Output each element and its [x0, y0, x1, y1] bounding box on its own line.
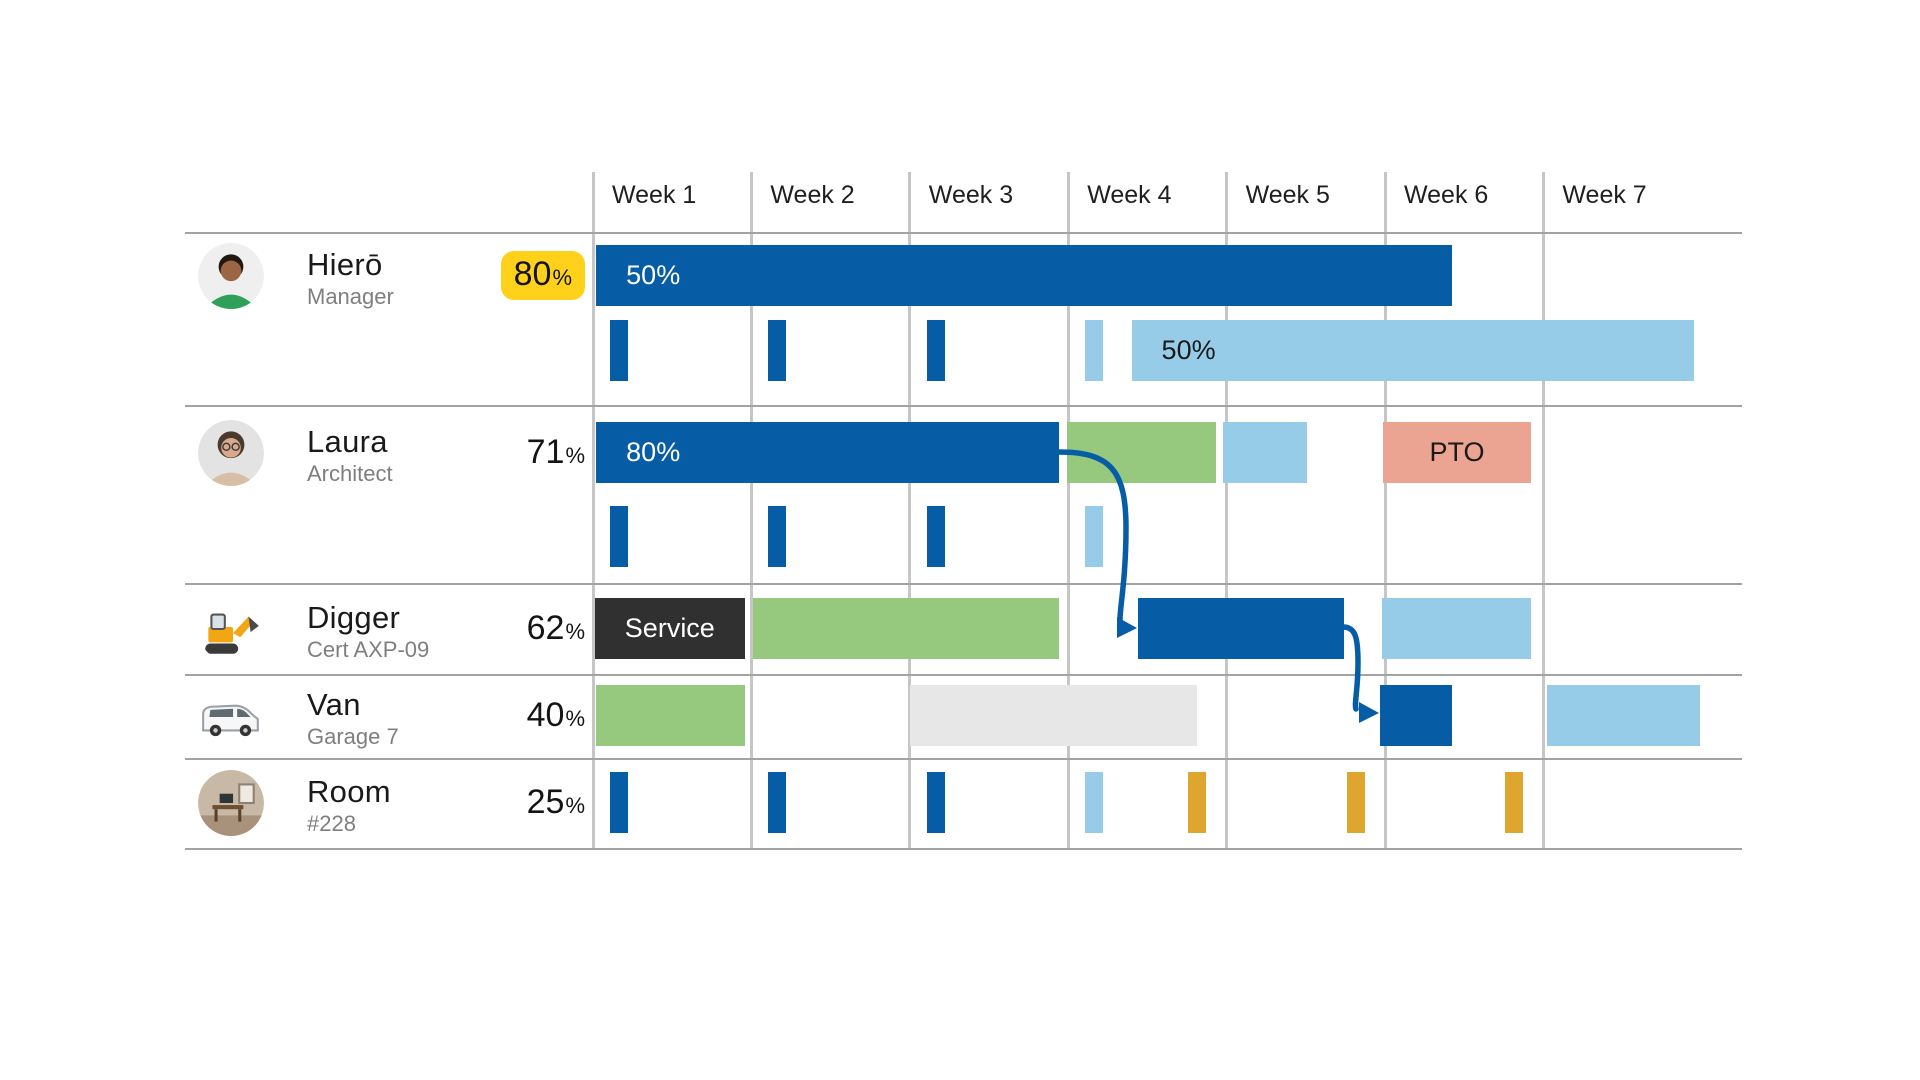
allocation-tick[interactable]: [610, 506, 628, 567]
avatar: [198, 770, 264, 836]
allocation-tick[interactable]: [1085, 506, 1104, 567]
avatar: [198, 420, 264, 486]
row-separator: [185, 583, 1742, 585]
week-header-label: Week 5: [1245, 181, 1330, 209]
avatar: [198, 243, 264, 309]
row-separator: [185, 405, 1742, 407]
row-separator: [185, 758, 1742, 760]
utilization-value: 62%: [408, 598, 585, 659]
allocation-bar[interactable]: [1381, 598, 1531, 659]
resource-name: Hierō: [307, 247, 383, 282]
allocation-tick[interactable]: [768, 506, 787, 567]
allocation-bar[interactable]: [1546, 685, 1701, 746]
utilization-text: 62%: [527, 609, 585, 648]
week-header-label: Week 2: [770, 181, 855, 209]
excavator-icon: [205, 613, 259, 654]
utilization-value: 40%: [408, 685, 585, 746]
arrowhead-icon: [1117, 617, 1137, 638]
week-header-label: Week 7: [1562, 181, 1647, 209]
percent-sign: %: [565, 619, 585, 644]
week-header-label: Week 3: [928, 181, 1014, 209]
allocation-tick[interactable]: [926, 772, 945, 833]
allocation-tick[interactable]: [926, 506, 945, 567]
resource-role: Manager: [307, 284, 394, 309]
table-bottom-line: [185, 848, 1742, 850]
row-separator: [185, 674, 1742, 676]
arrowhead-icon: [1359, 702, 1379, 723]
resource-name: Room: [307, 774, 391, 809]
allocation-bar[interactable]: 80%: [596, 422, 1059, 483]
allocation-tick[interactable]: [1188, 772, 1207, 833]
person-avatar-icon: [198, 420, 264, 486]
utilization-badge: 80%: [500, 251, 585, 300]
allocation-bar[interactable]: [1380, 685, 1452, 746]
person-avatar-icon: [198, 243, 264, 309]
utilization-value: 80%: [408, 245, 585, 306]
allocation-tick[interactable]: [768, 772, 787, 833]
bar-label: Service: [624, 613, 715, 643]
allocation-bar[interactable]: PTO: [1383, 422, 1531, 483]
row-separator: [185, 232, 1742, 234]
allocation-tick[interactable]: [1346, 772, 1365, 833]
bar-label: PTO: [1429, 437, 1485, 467]
utilization-value: 25%: [408, 772, 585, 833]
week-header-label: Week 1: [612, 181, 697, 209]
allocation-bar[interactable]: [1066, 422, 1216, 483]
percent-sign: %: [552, 265, 572, 290]
allocation-bar[interactable]: 50%: [596, 245, 1452, 306]
week-gridline: [749, 172, 753, 848]
resource-role: Garage 7: [307, 724, 399, 749]
percent-sign: %: [565, 443, 585, 468]
week-gridline: [591, 172, 595, 848]
allocation-bar[interactable]: [909, 685, 1197, 746]
utilization-number: 62: [526, 609, 565, 647]
utilization-number: 80: [513, 255, 552, 293]
allocation-bar[interactable]: [1223, 422, 1308, 483]
resource-name: Van: [307, 687, 361, 722]
room-icon: [198, 770, 264, 836]
allocation-bar[interactable]: Service: [594, 598, 746, 659]
allocation-bar[interactable]: [752, 598, 1059, 659]
percent-sign: %: [565, 793, 585, 818]
allocation-tick[interactable]: [610, 772, 628, 833]
week-header-label: Week 4: [1087, 181, 1172, 209]
allocation-bar[interactable]: [596, 685, 746, 746]
allocation-tick[interactable]: [1085, 772, 1104, 833]
utilization-text: 71%: [527, 433, 585, 472]
allocation-tick[interactable]: [1085, 320, 1104, 381]
allocation-tick[interactable]: [768, 320, 787, 381]
week-gridline: [1225, 172, 1229, 848]
week-gridline: [1383, 172, 1387, 848]
allocation-tick[interactable]: [926, 320, 945, 381]
allocation-bar[interactable]: [1137, 598, 1344, 659]
utilization-value: 71%: [408, 422, 585, 483]
van-icon: [202, 704, 259, 737]
bar-label: 50%: [626, 260, 681, 290]
percent-sign: %: [565, 706, 585, 731]
resource-role: Architect: [307, 461, 393, 486]
bar-label: 50%: [1161, 335, 1216, 365]
avatar: [198, 596, 264, 662]
utilization-number: 40: [526, 696, 565, 734]
bar-label: 80%: [626, 437, 681, 467]
resource-role: Cert AXP-09: [307, 637, 430, 662]
resource-name: Laura: [307, 424, 388, 459]
utilization-text: 40%: [527, 696, 585, 735]
week-header-label: Week 6: [1404, 181, 1489, 209]
utilization-number: 25: [526, 783, 565, 821]
resource-name: Digger: [307, 600, 401, 635]
week-gridline: [908, 172, 912, 848]
resource-role: #228: [307, 811, 356, 836]
utilization-number: 71: [526, 433, 565, 471]
utilization-text: 25%: [527, 783, 585, 822]
allocation-tick[interactable]: [610, 320, 628, 381]
dependency-line-digger-to-van: [1340, 624, 1361, 712]
allocation-tick[interactable]: [1505, 772, 1523, 833]
week-gridline: [1541, 172, 1545, 848]
allocation-bar[interactable]: 50%: [1131, 320, 1694, 381]
avatar: [198, 683, 264, 749]
